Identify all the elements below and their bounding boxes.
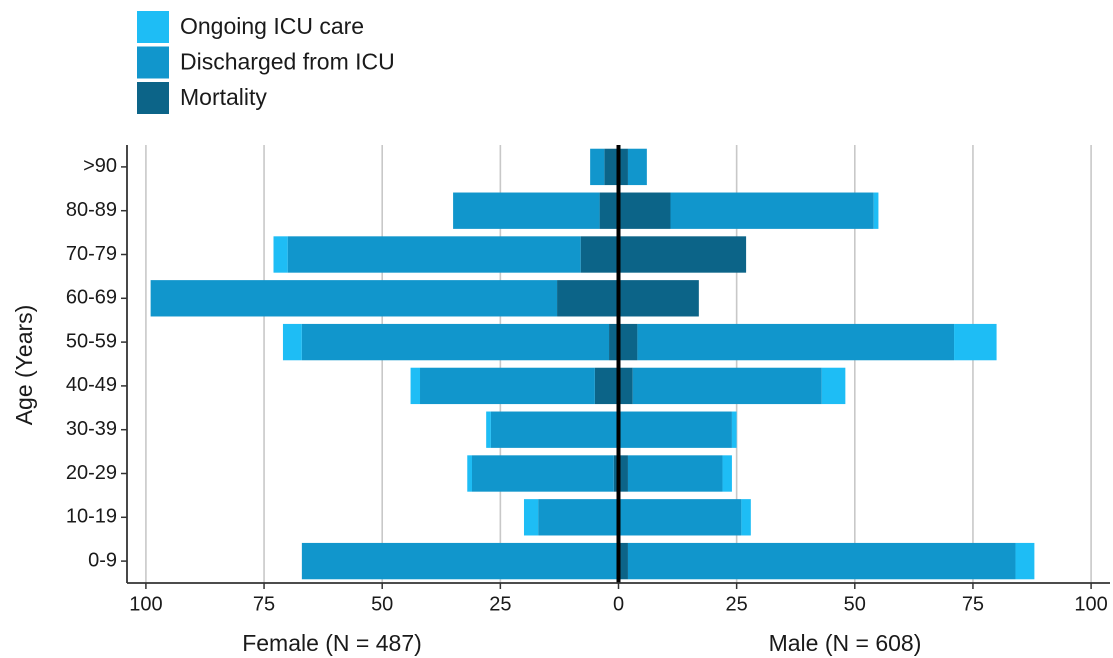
legend-swatch [137, 82, 169, 114]
y-tick-label: 10-19 [66, 506, 117, 528]
y-tick-label: 70-79 [66, 243, 117, 265]
bar-male [618, 148, 628, 186]
bar-male [670, 192, 874, 229]
x-tick-label: 50 [844, 593, 866, 615]
female-label: Female (N = 487) [242, 630, 422, 656]
bar-male [618, 280, 699, 317]
bar-female [420, 367, 595, 405]
bar-male [627, 455, 723, 492]
legend-swatch [137, 11, 169, 43]
bar-female [301, 323, 610, 361]
legend-label: Discharged from ICU [180, 49, 395, 75]
bar-female [301, 542, 619, 580]
bar-male [873, 192, 879, 229]
bar-female [590, 148, 605, 186]
bar-female [453, 192, 600, 229]
bar-male [637, 323, 955, 361]
bar-male [618, 499, 742, 536]
y-tick-label: 0-9 [88, 549, 117, 571]
y-tick-label: 30-39 [66, 418, 117, 440]
bar-male [618, 192, 671, 229]
bar-male [618, 236, 747, 273]
x-tick-label: 75 [962, 593, 984, 615]
x-tick-label: 75 [253, 593, 275, 615]
y-tick-label: >90 [83, 155, 117, 177]
bar-male [722, 455, 732, 492]
bar-female [410, 367, 421, 405]
y-tick-label: 20-29 [66, 462, 117, 484]
x-tick-label: 100 [129, 593, 162, 615]
x-tick-label: 25 [489, 593, 511, 615]
y-tick-label: 40-49 [66, 374, 117, 396]
bar-female [282, 323, 302, 361]
bar-female [557, 280, 619, 317]
bar-male [954, 323, 997, 361]
y-tick-label: 50-59 [66, 330, 117, 352]
y-axis-title: Age (Years) [11, 305, 37, 426]
bar-male [627, 542, 1016, 580]
bar-female [490, 411, 619, 448]
bar-female [523, 499, 539, 536]
legend-swatch [137, 46, 169, 79]
x-tick-label: 100 [1074, 593, 1107, 615]
x-tick-label: 0 [613, 593, 624, 615]
bar-female [580, 236, 619, 273]
bar-male [741, 499, 751, 536]
bar-female [538, 499, 619, 536]
bar-male [618, 367, 633, 405]
bar-male [618, 411, 732, 448]
bar-male [632, 367, 822, 405]
x-tick-label: 25 [726, 593, 748, 615]
bar-male [821, 367, 846, 405]
bar-female [150, 280, 558, 317]
bar-male [731, 411, 737, 448]
bar-female [594, 367, 619, 405]
bar-female [604, 148, 619, 186]
x-tick-label: 50 [371, 593, 393, 615]
bar-male [618, 323, 638, 361]
bar-female [486, 411, 491, 448]
legend-label: Ongoing ICU care [180, 13, 364, 39]
bar-female [287, 236, 581, 273]
bar-female [273, 236, 288, 273]
bar-female [599, 192, 619, 229]
legend-label: Mortality [180, 84, 267, 110]
male-label: Male (N = 608) [769, 630, 922, 656]
bar-male [627, 148, 647, 186]
bar-male [1015, 542, 1035, 580]
bar-female [471, 455, 614, 492]
bar-female [467, 455, 472, 492]
y-tick-label: 80-89 [66, 199, 117, 221]
y-tick-label: 60-69 [66, 287, 117, 309]
bar-female [613, 455, 619, 492]
bar-male [618, 455, 628, 492]
bar-male [618, 542, 628, 580]
bar-female [609, 323, 619, 361]
